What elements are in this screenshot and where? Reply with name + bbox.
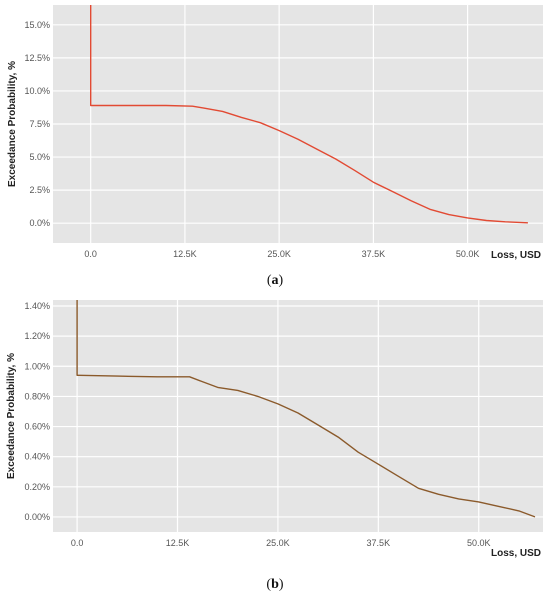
chart-a-y-tick-label: 5.0%	[29, 152, 50, 162]
chart-b-x-tick-label: 25.0K	[266, 538, 290, 548]
chart-b-x-tick-label: 50.0K	[467, 538, 491, 548]
chart-a-y-tick-label: 2.5%	[29, 185, 50, 195]
chart-a-svg: 0.0 12.5K 25.0K 37.5K 50.0K 0.0% 2.5% 5.0% 7.5% 1…	[7, 5, 543, 261]
chart-b-y-tick-label: 0.60%	[24, 422, 50, 432]
chart-b-x-axis-label: Loss, USD	[491, 548, 541, 559]
chart-a-series-line	[89, 5, 528, 224]
chart-a-x-axis-label: Loss, USD	[491, 250, 541, 261]
chart-b-series-line	[76, 300, 536, 518]
chart-a-y-tick-label: 10.0%	[24, 86, 50, 96]
chart-b: 0.0 12.5K 25.0K 37.5K 50.0K 0.00% 0.20% 0.40% 0.…	[0, 296, 550, 568]
chart-a-y-tick-label: 12.5%	[24, 53, 50, 63]
chart-b-y-tick-label: 1.20%	[24, 331, 50, 341]
chart-a-x-tick-label: 37.5K	[362, 249, 386, 259]
chart-b-y-tick-label: 1.40%	[24, 301, 50, 311]
chart-b-svg: 0.0 12.5K 25.0K 37.5K 50.0K 0.00% 0.20% 0.40% 0.…	[6, 300, 543, 559]
chart-b-x-tick-label: 37.5K	[367, 538, 391, 548]
chart-b-y-tick-label: 0.00%	[24, 512, 50, 522]
chart-a-y-tick-label: 0.0%	[29, 218, 50, 228]
chart-b-y-tick-label: 0.80%	[24, 391, 50, 401]
chart-a-x-tick-label: 25.0K	[267, 249, 291, 259]
caption-a: (a)	[266, 273, 284, 288]
chart-a-x-tick-label: 50.0K	[456, 249, 480, 259]
chart-b-y-tick-label: 1.00%	[24, 361, 50, 371]
chart-b-x-tick-label: 12.5K	[166, 538, 190, 548]
caption-b: (b)	[266, 577, 284, 592]
chart-a-y-axis-label: Exceedance Probability, %	[7, 61, 18, 187]
chart-a-x-tick-label: 12.5K	[173, 249, 197, 259]
chart-a-y-tick-label: 15.0%	[24, 20, 50, 30]
chart-b-y-tick-label: 0.40%	[24, 452, 50, 462]
chart-b-x-tick-label: 0.0	[71, 538, 84, 548]
chart-a-y-tick-label: 7.5%	[29, 119, 50, 129]
chart-b-y-axis-label: Exceedance Probability, %	[6, 353, 17, 479]
chart-b-y-tick-label: 0.20%	[24, 482, 50, 492]
chart-a-x-tick-label: 0.0	[84, 249, 97, 259]
chart-a: 0.0 12.5K 25.0K 37.5K 50.0K 0.0% 2.5% 5.0% 7.5% 1…	[0, 0, 550, 262]
chart-b-plot-area	[53, 300, 543, 532]
